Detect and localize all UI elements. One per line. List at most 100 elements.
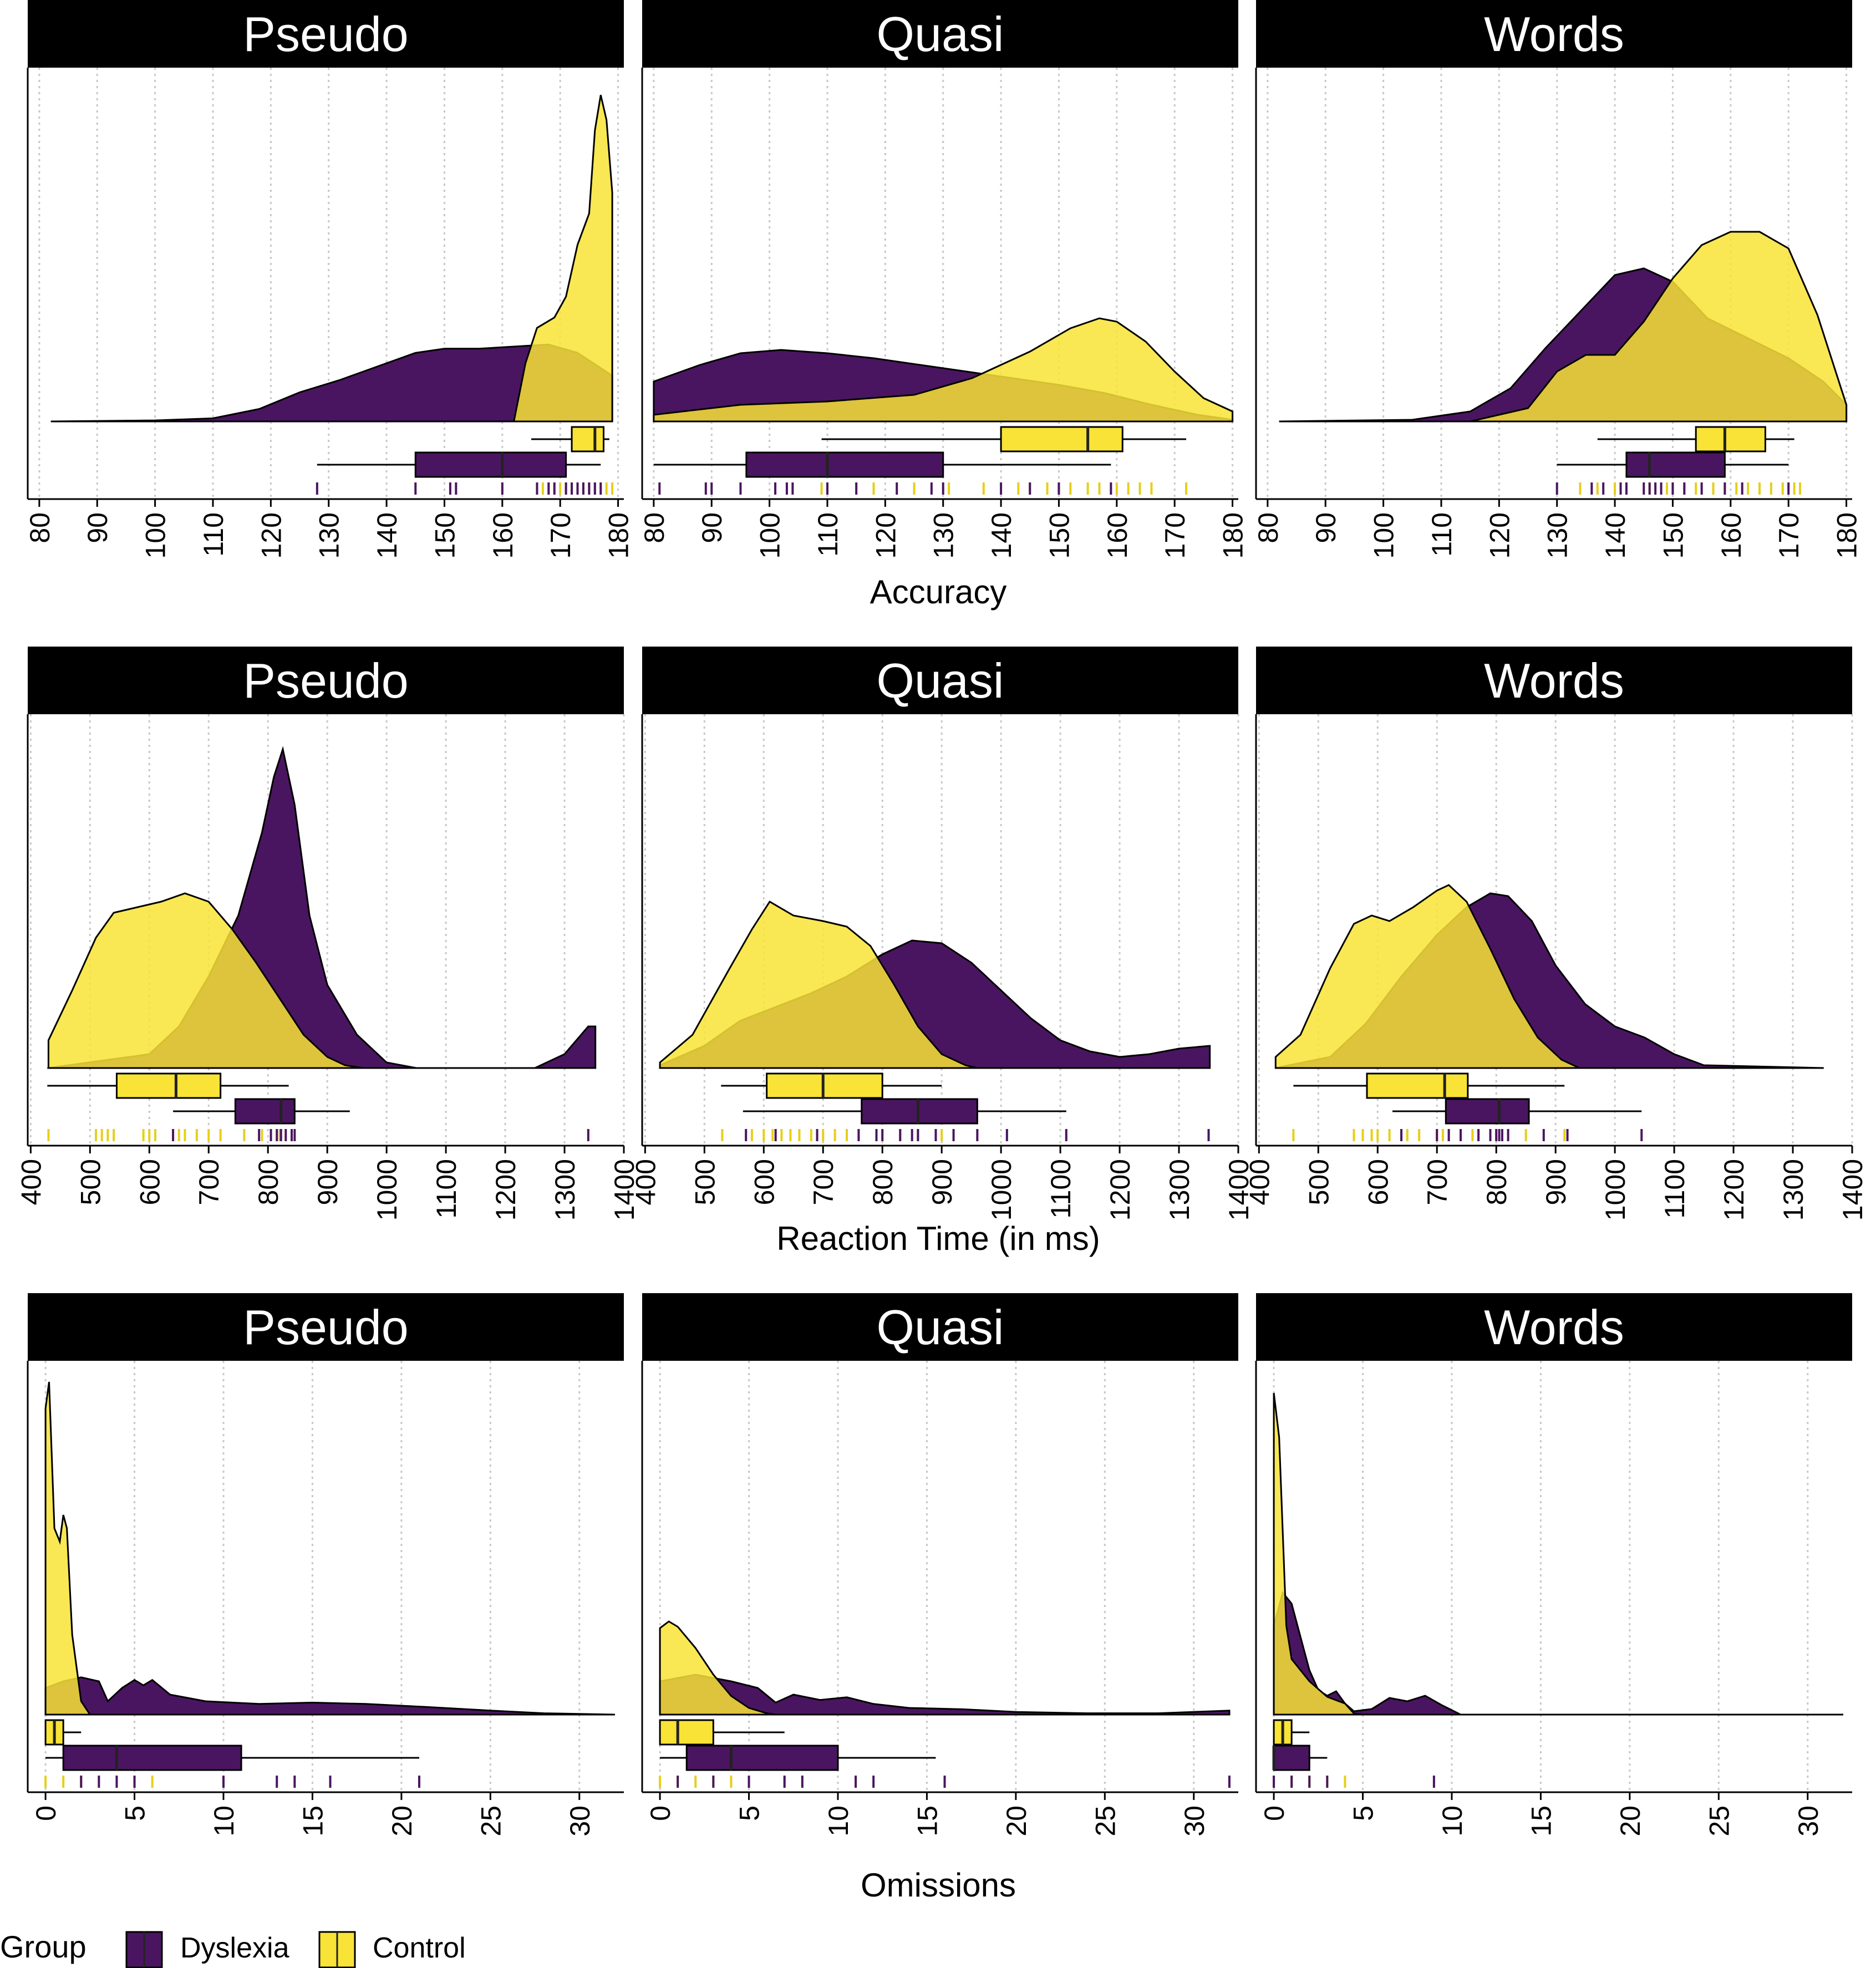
x-tick-label: 25	[1090, 1806, 1121, 1837]
strip-header	[28, 1293, 624, 1361]
x-tick-label: 80	[24, 512, 55, 543]
boxplot-dyslexia	[45, 1745, 419, 1771]
density-control	[1273, 1392, 1363, 1716]
x-tick-label: 110	[1426, 512, 1457, 557]
density-dyslexia	[659, 1674, 1231, 1716]
x-tick-label: 500	[75, 1159, 106, 1205]
strip-title: Pseudo	[243, 1300, 408, 1355]
x-tick-label: 1100	[1659, 1159, 1690, 1219]
x-tick-label: 1000	[1600, 1159, 1631, 1221]
x-tick-label: 160	[1716, 512, 1747, 558]
x-tick-label: 1300	[1778, 1159, 1809, 1221]
boxplot-control	[47, 1072, 289, 1099]
x-tick-label: 170	[1773, 512, 1804, 558]
x-tick-label: 150	[429, 512, 460, 558]
x-tick-label: 180	[1218, 512, 1249, 558]
boxplot-dyslexia	[660, 1745, 936, 1771]
density-control	[44, 1381, 92, 1716]
boxplot-dyslexia-iqr	[861, 1098, 978, 1125]
x-tick-label: 800	[253, 1159, 284, 1205]
boxplot-dyslexia-iqr	[234, 1098, 296, 1125]
x-tick-label: 15	[297, 1806, 328, 1837]
strip-title: Pseudo	[243, 653, 408, 708]
x-tick-label: 900	[1541, 1159, 1572, 1205]
density-dyslexia	[44, 1676, 616, 1716]
strip-title: Words	[1484, 653, 1624, 708]
x-tick-label: 100	[755, 512, 786, 558]
x-tick-label: 0	[645, 1806, 676, 1821]
legend: Group Dyslexia Control	[0, 1929, 466, 1968]
strip-header	[28, 647, 624, 714]
boxplot-dyslexia-iqr	[1273, 1745, 1310, 1771]
x-tick-label: 140	[986, 512, 1017, 558]
strip-header	[1256, 1293, 1852, 1361]
boxplot-dyslexia	[653, 451, 1111, 478]
strip-title: Pseudo	[243, 7, 408, 62]
x-tick-label: 140	[372, 512, 403, 558]
boxplot-dyslexia-iqr	[414, 451, 567, 478]
x-tick-label: 1100	[431, 1159, 462, 1219]
x-tick-label: 1200	[1105, 1159, 1136, 1221]
x-tick-label: 5	[1348, 1806, 1379, 1821]
density-control	[659, 900, 978, 1069]
panel-quasi: Quasi 400 500 600 700 800 900 1000 1100 1200 1300 1…	[630, 647, 1254, 1221]
x-tick-label: 1400	[1223, 1159, 1254, 1221]
legend-title: Group	[0, 1929, 87, 1964]
x-tick-label: 90	[82, 512, 113, 543]
x-tick-label: 130	[928, 512, 959, 558]
x-tick-label: 130	[1542, 512, 1573, 558]
x-tick-label: 180	[603, 512, 634, 558]
boxplot-control	[531, 426, 609, 452]
x-tick-label: 20	[1615, 1806, 1646, 1837]
x-tick-label: 80	[639, 512, 670, 543]
boxplot-control-iqr	[571, 426, 604, 452]
x-tick-label: 15	[912, 1806, 943, 1837]
legend-label-dyslexia: Dyslexia	[180, 1932, 289, 1964]
boxplot-control-iqr	[115, 1072, 222, 1099]
boxplot-dyslexia-iqr	[745, 451, 944, 478]
x-tick-label: 1200	[1719, 1159, 1750, 1221]
x-tick-label: 1400	[609, 1159, 640, 1221]
x-tick-label: 700	[1422, 1159, 1453, 1205]
panel-words: Words 80 90 100 110 120 130 140 150 160 170 180	[1253, 0, 1863, 558]
x-tick-label: 1100	[1045, 1159, 1076, 1219]
x-tick-label: 130	[314, 512, 345, 558]
x-tick-label: 180	[1832, 512, 1863, 558]
strip-header	[642, 1293, 1238, 1361]
density-control	[512, 94, 613, 423]
x-tick-label: 10	[1437, 1806, 1468, 1837]
x-axis-title: Omissions	[861, 1867, 1016, 1904]
x-tick-label: 0	[1259, 1806, 1290, 1821]
x-tick-label: 0	[30, 1806, 62, 1821]
density-control	[1274, 884, 1580, 1069]
boxplot-control	[1273, 1719, 1310, 1746]
x-tick-label: 600	[134, 1159, 165, 1205]
x-tick-label: 800	[1481, 1159, 1512, 1205]
strip-title: Quasi	[877, 1300, 1004, 1355]
x-tick-label: 140	[1600, 512, 1631, 558]
x-tick-label: 5	[120, 1806, 151, 1821]
x-tick-label: 400	[1244, 1159, 1275, 1205]
x-tick-label: 600	[1362, 1159, 1394, 1205]
x-tick-label: 120	[870, 512, 901, 558]
x-tick-label: 20	[387, 1806, 418, 1837]
x-tick-label: 80	[1253, 512, 1284, 543]
panel-pseudo: Pseudo 80 90 100 110 120 130 140 150 160 170 180	[24, 0, 634, 558]
boxplot-control	[659, 1719, 785, 1746]
boxplot-dyslexia-iqr	[62, 1745, 242, 1771]
x-tick-label: 110	[198, 512, 229, 557]
x-tick-label: 400	[16, 1159, 47, 1205]
facet-row-1: Pseudo 400 500 600 700 800 900 1000 1100 1200 1300…	[16, 647, 1868, 1257]
x-tick-label: 900	[927, 1159, 958, 1205]
density-control	[653, 317, 1234, 423]
strip-header	[642, 647, 1238, 714]
x-tick-label: 120	[256, 512, 287, 558]
panel-quasi: Quasi 0 5 10 15 20 25 30	[641, 1293, 1238, 1837]
strip-title: Words	[1484, 1300, 1624, 1355]
x-tick-label: 500	[689, 1159, 720, 1205]
x-axis-title: Accuracy	[870, 573, 1007, 611]
x-tick-label: 700	[194, 1159, 225, 1205]
